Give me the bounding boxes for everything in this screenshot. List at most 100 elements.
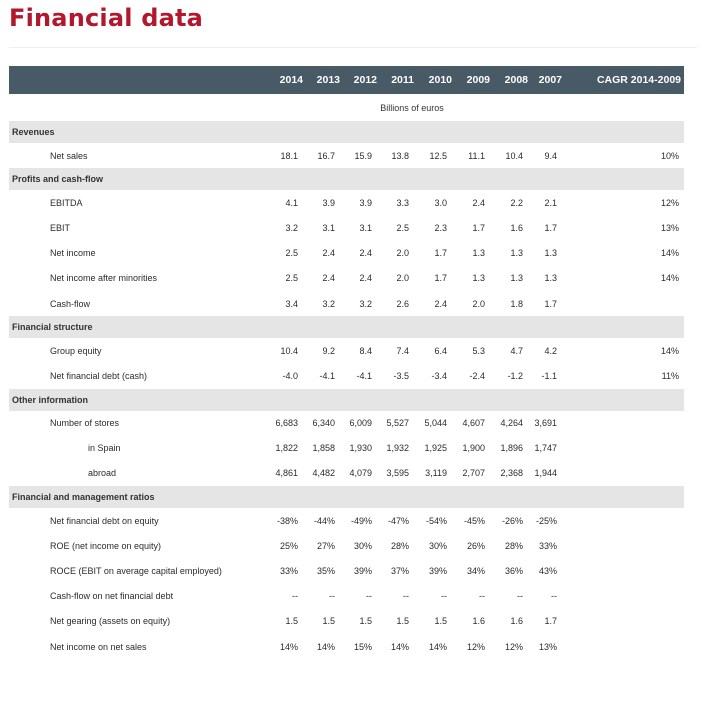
value-cell: 1,930 <box>349 443 372 454</box>
year-header: 2010 <box>415 66 453 94</box>
value-cell: 3.0 <box>434 197 447 208</box>
section-header-row: Other information <box>9 388 684 411</box>
row-label: Net financial debt (cash) <box>50 370 148 381</box>
value-cell: -- <box>366 591 372 602</box>
table-row: Net financial debt on equity -38% -44% -49%… <box>9 508 684 533</box>
value-cell: 2.4 <box>434 298 447 309</box>
section-title: Other information <box>9 388 684 411</box>
section-header-row: Financial structure <box>9 316 684 339</box>
cagr-cell <box>563 584 684 609</box>
table-row: Net financial debt (cash) -4.0 -4.1 -4.1 -3.… <box>9 363 684 388</box>
value-cell: 3.4 <box>285 298 298 309</box>
value-cell: 1,925 <box>424 443 447 454</box>
value-cell: 36% <box>504 566 523 577</box>
value-cell: 15% <box>353 641 372 652</box>
table-row: ROCE (EBIT on average capital employed) 3… <box>9 558 684 583</box>
unit-spacer <box>9 94 261 121</box>
row-label: Net income <box>50 248 96 259</box>
row-label: abroad <box>88 468 117 479</box>
value-cell: 2.0 <box>396 248 409 259</box>
value-cell: 3.9 <box>359 197 372 208</box>
section-header-row: Financial and management ratios <box>9 486 684 509</box>
cagr-cell <box>563 508 684 533</box>
value-cell: 1.3 <box>472 248 485 259</box>
value-cell: 1,944 <box>534 468 557 479</box>
cagr-cell <box>563 609 684 634</box>
value-cell: 33% <box>538 540 557 551</box>
value-cell: 3.2 <box>322 298 335 309</box>
value-cell: -4.0 <box>282 370 298 381</box>
value-cell: 2.5 <box>285 248 298 259</box>
value-cell: 43% <box>538 566 557 577</box>
value-cell: 1.7 <box>434 248 447 259</box>
value-cell: -- <box>479 591 485 602</box>
value-cell: 25% <box>279 540 298 551</box>
cagr-header: CAGR 2014-2009 <box>563 66 684 94</box>
value-cell: 4,607 <box>462 418 485 429</box>
section-title: Revenues <box>9 121 684 143</box>
value-cell: 9.2 <box>322 345 335 356</box>
cagr-cell: 14% <box>660 248 679 259</box>
cagr-cell <box>563 558 684 583</box>
table-row: EBITDA 4.1 3.9 3.9 3.3 3.0 2.4 2.2 2.1 12% <box>9 190 684 215</box>
table-row: in Spain 1,822 1,858 1,930 1,932 1,925 1,900 1,… <box>9 436 684 461</box>
value-cell: 35% <box>316 566 335 577</box>
cagr-cell <box>563 634 684 659</box>
value-cell: 12% <box>504 641 523 652</box>
value-cell: 1.3 <box>510 273 523 284</box>
value-cell: 30% <box>428 540 447 551</box>
value-cell: 3.1 <box>359 222 372 233</box>
value-cell: 37% <box>390 566 409 577</box>
value-cell: 2.3 <box>434 222 447 233</box>
row-label: Cash-flow on net financial debt <box>50 591 174 602</box>
value-cell: -1.2 <box>507 370 523 381</box>
value-cell: 1.7 <box>472 222 485 233</box>
row-label: Net income on net sales <box>50 641 147 652</box>
value-cell: 1.7 <box>544 616 557 627</box>
section-header-row: Revenues <box>9 121 684 143</box>
cagr-cell <box>563 411 684 436</box>
value-cell: 3.1 <box>322 222 335 233</box>
cagr-cell: 12% <box>660 197 679 208</box>
row-label: in Spain <box>88 443 121 454</box>
value-cell: 1.5 <box>285 616 298 627</box>
value-cell: 1.5 <box>322 616 335 627</box>
cagr-cell <box>563 461 684 486</box>
value-cell: 3.2 <box>285 222 298 233</box>
value-cell: 14% <box>428 641 447 652</box>
table-row: Group equity 10.4 9.2 8.4 7.4 6.4 5.3 4.7 4.2 14% <box>9 338 684 363</box>
value-cell: 3.2 <box>359 298 372 309</box>
value-cell: -- <box>517 591 523 602</box>
value-cell: -38% <box>276 515 298 526</box>
header-label-cell <box>9 66 261 94</box>
value-cell: 3,119 <box>425 468 447 479</box>
value-cell: 2,707 <box>462 468 485 479</box>
year-header: 2011 <box>378 66 415 94</box>
value-cell: 1.3 <box>544 248 557 259</box>
value-cell: 3.3 <box>396 197 409 208</box>
cagr-cell <box>563 291 684 316</box>
table-row: EBIT 3.2 3.1 3.1 2.5 2.3 1.7 1.6 1.7 13% <box>9 215 684 240</box>
section-header-row: Profits and cash-flow <box>9 168 684 191</box>
table-row: Net gearing (assets on equity) 1.5 1.5 1.5 1… <box>9 609 684 634</box>
value-cell: 10.4 <box>280 345 298 356</box>
value-cell: 1.3 <box>510 248 523 259</box>
cagr-cell: 14% <box>660 345 679 356</box>
unit-spacer <box>563 94 684 121</box>
value-cell: -54% <box>425 515 447 526</box>
value-cell: 1.3 <box>472 273 485 284</box>
row-label: Net gearing (assets on equity) <box>50 616 171 627</box>
row-label: ROCE (EBIT on average capital employed) <box>50 566 222 577</box>
value-cell: 1.6 <box>510 616 523 627</box>
value-cell: 4.2 <box>544 345 557 356</box>
value-cell: 12.5 <box>429 150 447 161</box>
value-cell: 3.9 <box>322 197 335 208</box>
value-cell: -- <box>329 591 335 602</box>
value-cell: 1.5 <box>359 616 372 627</box>
value-cell: 2.6 <box>396 298 409 309</box>
value-cell: 4,482 <box>312 468 335 479</box>
value-cell: 5,044 <box>424 418 447 429</box>
row-label: Net sales <box>50 150 88 161</box>
section-title: Financial structure <box>9 316 684 339</box>
value-cell: 14% <box>316 641 335 652</box>
